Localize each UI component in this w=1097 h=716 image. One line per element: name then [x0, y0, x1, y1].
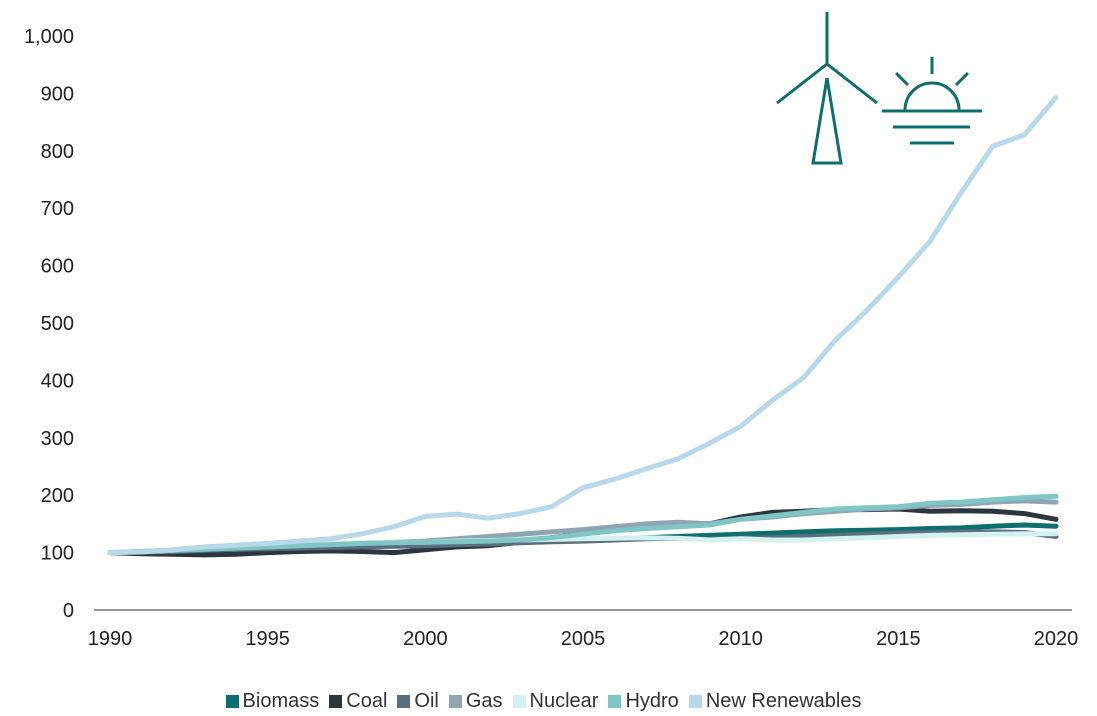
legend-swatch — [688, 695, 702, 708]
legend-label: Biomass — [242, 690, 320, 712]
legend-item-oil: Oil — [397, 690, 439, 713]
legend-swatch — [448, 695, 462, 708]
x-tick-label: 2000 — [403, 628, 448, 650]
y-tick-label: 600 — [41, 256, 74, 278]
legend-label: New Renewables — [705, 690, 862, 712]
legend-swatch — [329, 695, 343, 708]
wind-turbine-icon — [776, 12, 878, 165]
x-tick-label: 2005 — [561, 628, 606, 650]
x-tick-label: 2020 — [1034, 628, 1079, 650]
legend-swatch — [397, 695, 411, 708]
legend-item-hydro: Hydro — [608, 690, 679, 713]
y-tick-label: 0 — [63, 600, 74, 622]
series-line-hydro — [107, 493, 1059, 556]
legend: Biomass Coal Oil Gas Nuclear Hydro New Renewab… — [0, 690, 1097, 713]
legend-label: Nuclear — [529, 690, 599, 712]
legend-swatch — [512, 695, 526, 708]
x-tick-label: 1990 — [88, 628, 133, 650]
decor-icons — [776, 12, 982, 165]
axes: 0 100 200 300 400 500 600 700 800 900 1,000 1990 199… — [24, 26, 1078, 650]
y-tick-label: 200 — [41, 485, 74, 507]
y-tick-label: 800 — [41, 141, 74, 163]
series-layer — [107, 94, 1059, 558]
legend-label: Coal — [346, 690, 388, 712]
y-tick-label: 300 — [41, 428, 74, 450]
x-tick-label: 2015 — [876, 628, 921, 650]
legend-swatch — [225, 695, 239, 708]
legend-item-biomass: Biomass — [225, 690, 320, 713]
legend-item-new-renewables: New Renewables — [688, 690, 862, 713]
series-line-new-renewables — [107, 94, 1059, 556]
y-tick-label: 500 — [41, 313, 74, 335]
x-tick-label: 1995 — [245, 628, 290, 650]
y-tick-label: 1,000 — [24, 26, 74, 48]
y-tick-label: 400 — [41, 370, 74, 392]
legend-item-coal: Coal — [329, 690, 387, 713]
legend-item-nuclear: Nuclear — [512, 690, 599, 713]
legend-item-gas: Gas — [448, 690, 503, 713]
sunrise-icon — [882, 57, 982, 145]
x-tick-label: 2010 — [718, 628, 763, 650]
legend-swatch — [608, 695, 622, 708]
legend-label: Oil — [414, 690, 439, 712]
y-tick-label: 100 — [41, 543, 74, 565]
y-tick-label: 900 — [41, 83, 74, 105]
y-tick-label: 700 — [41, 198, 74, 220]
legend-label: Hydro — [625, 690, 679, 712]
legend-label: Gas — [465, 690, 503, 712]
